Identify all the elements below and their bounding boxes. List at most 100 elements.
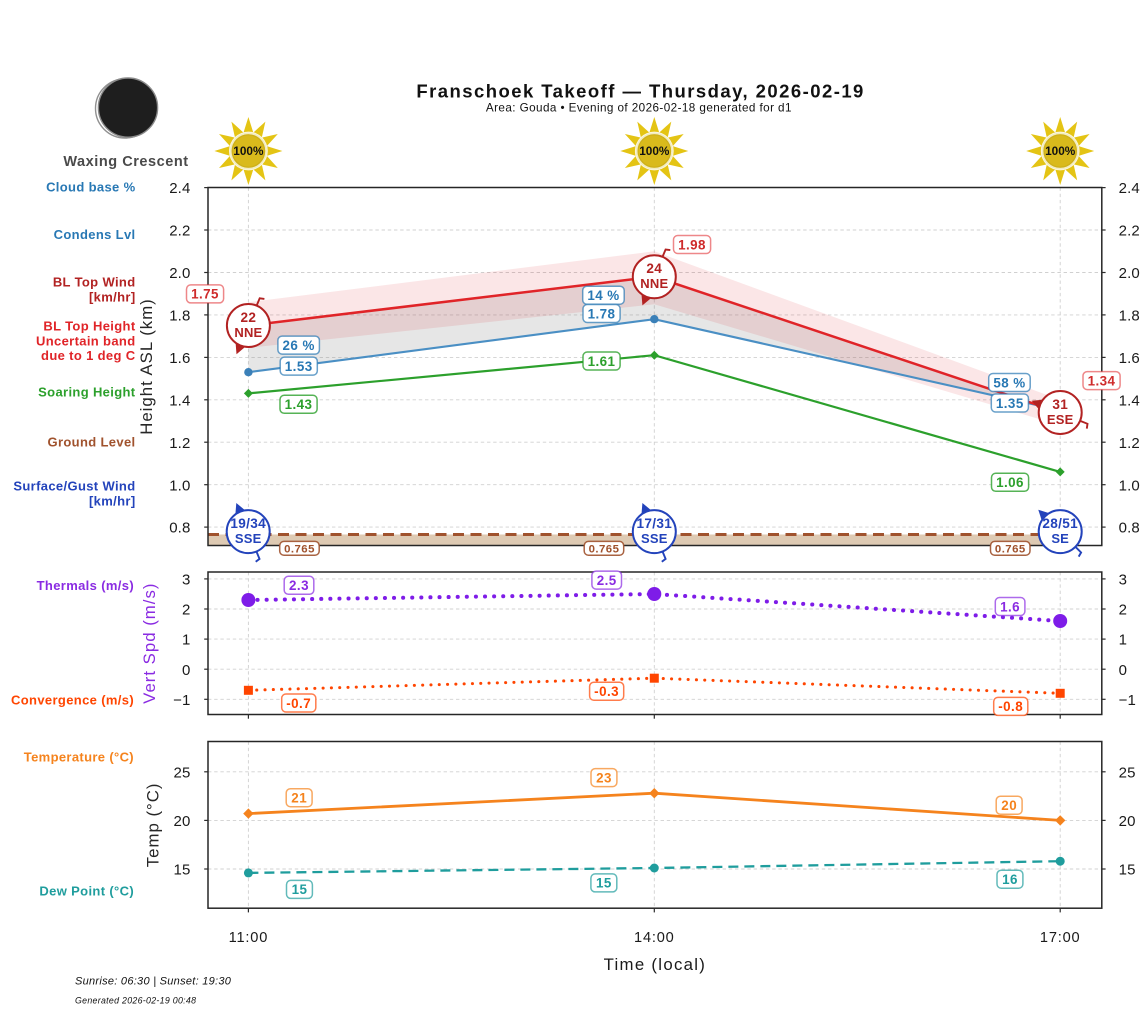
svg-text:due to 1 deg C: due to 1 deg C xyxy=(41,348,136,363)
svg-text:17:00: 17:00 xyxy=(1040,930,1081,946)
svg-text:1.6: 1.6 xyxy=(1119,350,1140,367)
svg-text:1.98: 1.98 xyxy=(678,237,706,252)
svg-text:0: 0 xyxy=(1119,662,1128,679)
svg-text:NNE: NNE xyxy=(234,325,262,340)
svg-text:1.8: 1.8 xyxy=(169,308,190,325)
svg-text:ESE: ESE xyxy=(1047,412,1074,427)
svg-text:Uncertain band: Uncertain band xyxy=(36,334,136,349)
svg-text:1: 1 xyxy=(1119,632,1128,649)
svg-text:1.43: 1.43 xyxy=(285,397,313,412)
svg-text:0: 0 xyxy=(182,662,191,679)
svg-text:Temp (°C): Temp (°C) xyxy=(144,783,163,868)
svg-text:Area: Gouda • Evening of 2026-: Area: Gouda • Evening of 2026-02-18 gene… xyxy=(486,102,792,115)
svg-text:Condens Lvl: Condens Lvl xyxy=(54,227,136,242)
svg-text:26 %: 26 % xyxy=(283,338,315,353)
svg-text:BL Top Wind: BL Top Wind xyxy=(53,275,136,290)
svg-text:NNE: NNE xyxy=(640,276,668,291)
svg-text:0.8: 0.8 xyxy=(1119,520,1140,537)
svg-text:Height ASL (km): Height ASL (km) xyxy=(137,298,156,435)
svg-text:1.6: 1.6 xyxy=(169,350,190,367)
svg-text:14 %: 14 % xyxy=(587,288,619,303)
svg-text:2.3: 2.3 xyxy=(289,578,309,593)
svg-text:Ground Level: Ground Level xyxy=(48,435,136,450)
svg-text:58 %: 58 % xyxy=(993,375,1025,390)
svg-text:20: 20 xyxy=(174,813,191,830)
svg-text:14:00: 14:00 xyxy=(634,930,675,946)
svg-text:Temperature (°C): Temperature (°C) xyxy=(24,750,134,765)
svg-text:2.2: 2.2 xyxy=(169,223,190,240)
svg-text:1.34: 1.34 xyxy=(1088,373,1116,388)
svg-text:25: 25 xyxy=(1119,764,1136,781)
svg-text:16: 16 xyxy=(1002,872,1018,887)
svg-text:2.0: 2.0 xyxy=(169,265,190,282)
svg-text:23: 23 xyxy=(596,770,612,785)
svg-text:1.2: 1.2 xyxy=(1119,435,1140,452)
svg-text:2.4: 2.4 xyxy=(169,180,190,197)
svg-text:SE: SE xyxy=(1051,531,1069,546)
svg-text:0.765: 0.765 xyxy=(284,543,315,555)
svg-text:SSE: SSE xyxy=(641,531,668,546)
svg-text:Generated 2026-02-19 00:48: Generated 2026-02-19 00:48 xyxy=(75,996,196,1006)
svg-text:[km/hr]: [km/hr] xyxy=(89,494,136,509)
svg-text:11:00: 11:00 xyxy=(229,930,268,946)
svg-text:2: 2 xyxy=(182,602,191,619)
svg-text:15: 15 xyxy=(596,876,612,891)
svg-text:1.4: 1.4 xyxy=(169,392,190,409)
svg-text:3: 3 xyxy=(182,572,191,589)
svg-text:Cloud base %: Cloud base % xyxy=(46,180,136,195)
svg-text:0.8: 0.8 xyxy=(169,520,190,537)
svg-text:1.78: 1.78 xyxy=(588,306,616,321)
svg-text:22: 22 xyxy=(241,310,257,325)
svg-text:1.75: 1.75 xyxy=(191,287,219,302)
svg-text:-0.7: -0.7 xyxy=(286,696,311,711)
svg-text:1.53: 1.53 xyxy=(285,359,313,374)
svg-text:1.2: 1.2 xyxy=(169,435,190,452)
svg-text:100%: 100% xyxy=(1045,144,1076,158)
svg-text:25: 25 xyxy=(174,764,191,781)
svg-text:100%: 100% xyxy=(233,144,264,158)
svg-text:Convergence (m/s): Convergence (m/s) xyxy=(11,693,134,708)
svg-text:21: 21 xyxy=(291,791,307,806)
svg-text:Dew Point (°C): Dew Point (°C) xyxy=(39,884,134,899)
svg-text:SSE: SSE xyxy=(235,531,262,546)
svg-text:1.4: 1.4 xyxy=(1119,392,1140,409)
svg-text:Time (local): Time (local) xyxy=(604,955,707,974)
svg-text:3: 3 xyxy=(1119,572,1128,589)
svg-text:1.0: 1.0 xyxy=(1119,477,1140,494)
svg-text:1.61: 1.61 xyxy=(588,354,616,369)
svg-text:24: 24 xyxy=(646,261,662,276)
svg-text:BL Top Height: BL Top Height xyxy=(43,319,135,334)
svg-text:31: 31 xyxy=(1052,397,1068,412)
svg-text:20: 20 xyxy=(1001,798,1017,813)
svg-text:28/51: 28/51 xyxy=(1042,516,1078,531)
svg-text:1.0: 1.0 xyxy=(169,477,190,494)
svg-text:Surface/Gust Wind: Surface/Gust Wind xyxy=(13,479,135,494)
svg-text:1.35: 1.35 xyxy=(996,396,1024,411)
svg-text:Vert Spd (m/s): Vert Spd (m/s) xyxy=(140,583,159,704)
svg-text:−1: −1 xyxy=(173,692,190,709)
svg-text:Thermals (m/s): Thermals (m/s) xyxy=(37,578,134,593)
svg-text:0.765: 0.765 xyxy=(589,543,620,555)
svg-text:1.06: 1.06 xyxy=(996,475,1024,490)
svg-text:20: 20 xyxy=(1119,813,1136,830)
svg-text:19/34: 19/34 xyxy=(230,516,266,531)
svg-text:1.6: 1.6 xyxy=(1000,599,1020,614)
svg-text:Sunrise: 06:30 | Sunset: 19:30: Sunrise: 06:30 | Sunset: 19:30 xyxy=(75,976,232,988)
svg-text:1: 1 xyxy=(182,632,191,649)
svg-text:2.4: 2.4 xyxy=(1119,180,1140,197)
svg-text:Waxing Crescent: Waxing Crescent xyxy=(63,154,188,170)
svg-text:2: 2 xyxy=(1119,602,1128,619)
svg-text:15: 15 xyxy=(1119,862,1136,879)
svg-text:[km/hr]: [km/hr] xyxy=(89,290,136,305)
svg-text:2.2: 2.2 xyxy=(1119,223,1140,240)
svg-text:-0.8: -0.8 xyxy=(998,699,1023,714)
svg-text:15: 15 xyxy=(174,862,191,879)
svg-text:−1: −1 xyxy=(1119,692,1136,709)
svg-text:1.8: 1.8 xyxy=(1119,308,1140,325)
svg-text:15: 15 xyxy=(292,882,308,897)
svg-text:Soaring Height: Soaring Height xyxy=(38,385,136,400)
svg-text:0.765: 0.765 xyxy=(995,543,1026,555)
svg-text:2.0: 2.0 xyxy=(1119,265,1140,282)
svg-text:17/31: 17/31 xyxy=(637,516,673,531)
svg-text:Franschoek Takeoff — Thursday,: Franschoek Takeoff — Thursday, 2026-02-1… xyxy=(416,81,864,102)
